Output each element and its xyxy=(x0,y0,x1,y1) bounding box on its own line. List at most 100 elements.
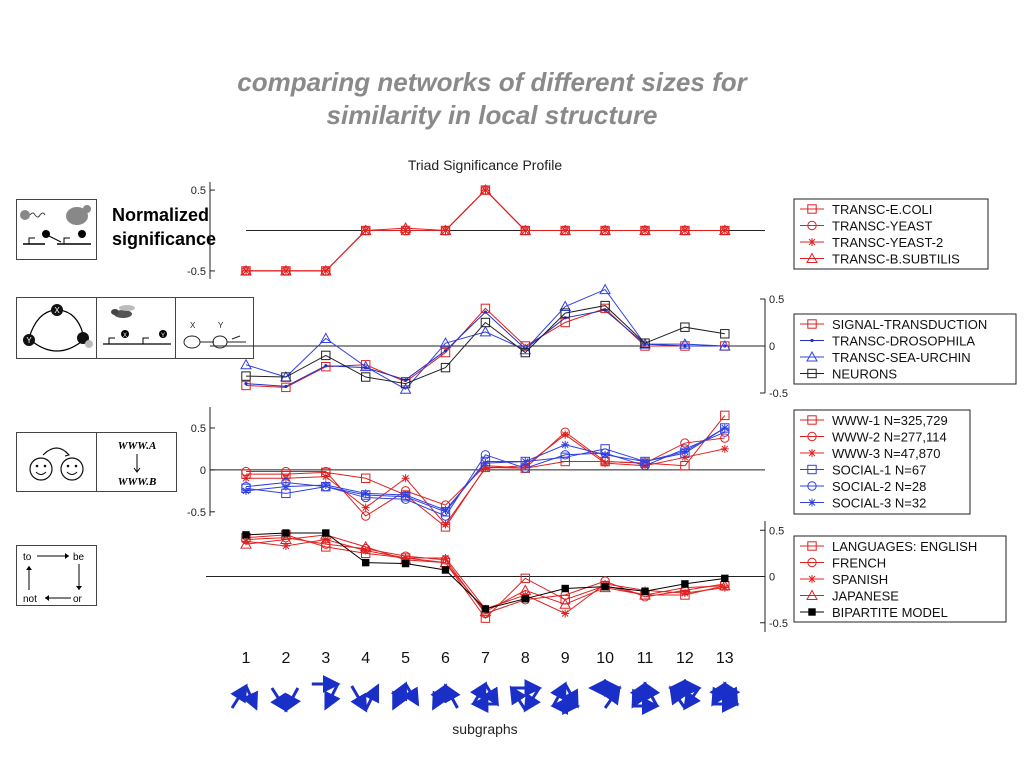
www-icon-box-1 xyxy=(16,432,97,492)
data-point xyxy=(681,580,689,588)
feedback-loop-icon: X Y xyxy=(23,304,93,352)
data-point xyxy=(641,457,649,466)
data-point xyxy=(361,372,371,382)
chart-title: Triad Significance Profile xyxy=(407,157,563,173)
legend-swatch-marker xyxy=(806,252,818,263)
data-point xyxy=(481,459,490,468)
series-line xyxy=(245,534,725,613)
x-tick-label: 11 xyxy=(637,650,654,667)
signal-icon-box-3: X Y xyxy=(175,297,254,359)
data-point xyxy=(641,587,649,595)
series-transc-sea-urchin xyxy=(240,283,731,394)
data-point xyxy=(361,473,371,483)
legend-swatch-marker xyxy=(807,541,817,551)
subgraph-5-icon xyxy=(390,681,420,711)
data-point xyxy=(321,535,330,544)
y-tick-label: 0 xyxy=(769,341,775,353)
subgraph-4-icon xyxy=(350,683,380,713)
motif-edge xyxy=(284,687,301,713)
data-point xyxy=(359,224,372,235)
series-www-3-n-47-870 xyxy=(242,430,729,529)
data-point xyxy=(680,460,690,471)
data-point xyxy=(321,361,331,372)
data-point xyxy=(240,538,252,549)
slide-title-line-2: similarity in local structure xyxy=(326,100,658,130)
x-tick-label: 4 xyxy=(361,650,370,667)
data-point xyxy=(242,486,250,495)
data-point xyxy=(282,529,290,537)
x-tick-label: 12 xyxy=(676,650,694,667)
signal-icon-box-2: X Y xyxy=(96,297,176,359)
y-tick-label: 0.5 xyxy=(769,294,784,306)
legend-entry-label: WWW-2 N=277,114 xyxy=(832,430,947,445)
data-point xyxy=(521,595,529,603)
data-point xyxy=(361,503,370,512)
legend-swatch-marker xyxy=(807,220,817,231)
y-axis-label-line-1: Normalized xyxy=(112,205,210,225)
legend-box xyxy=(793,313,1017,385)
x-tick-label: 8 xyxy=(521,650,530,667)
fly-x-label: X xyxy=(123,333,127,339)
motif-edge xyxy=(230,683,248,709)
motif-edge xyxy=(324,683,341,711)
legend-swatch-marker xyxy=(807,368,817,379)
data-point xyxy=(401,474,410,483)
legend-entry-label: NEURONS xyxy=(832,367,897,382)
data-point xyxy=(242,474,250,483)
data-point xyxy=(400,378,411,389)
data-point xyxy=(718,339,731,351)
neuron-icon: X Y xyxy=(183,321,246,349)
data-point xyxy=(519,343,532,355)
data-point xyxy=(520,347,530,358)
data-point xyxy=(639,224,651,235)
series-line xyxy=(245,307,725,388)
data-point xyxy=(680,447,689,456)
legend-entry-label: SOCIAL-2 N=28 xyxy=(832,479,926,494)
data-point xyxy=(481,605,490,613)
neuron-y-label: Y xyxy=(218,321,224,330)
x-axis-label: subgraphs xyxy=(452,721,518,737)
data-point xyxy=(521,591,530,599)
y-tick-label: -0.5 xyxy=(187,507,206,519)
legend-entry-label: TRANSC-E.COLI xyxy=(832,202,932,217)
motif-edge xyxy=(241,685,258,711)
subgraph-12-icon xyxy=(667,679,702,711)
data-point xyxy=(241,380,251,391)
data-point xyxy=(720,433,730,443)
series-social-3-n-32 xyxy=(242,423,729,515)
data-point xyxy=(399,222,412,233)
data-point xyxy=(640,338,650,348)
data-point xyxy=(479,184,492,195)
data-point xyxy=(601,450,610,459)
data-point xyxy=(401,554,410,562)
x-tick-label: 5 xyxy=(401,650,410,667)
legend-swatch-marker xyxy=(808,238,816,246)
legend-swatch-marker xyxy=(810,338,814,343)
www-link-icon: WWW.A WWW.B xyxy=(118,440,157,488)
legend-swatch-marker xyxy=(807,481,817,491)
data-point xyxy=(362,558,370,567)
fly-y-label: Y xyxy=(161,333,165,339)
data-point xyxy=(521,457,530,466)
legend-entry-label: WWW-1 N=325,729 xyxy=(832,413,948,428)
data-point xyxy=(559,598,572,609)
signal-icon-box-1: X Y xyxy=(16,297,97,359)
data-point xyxy=(601,459,610,468)
motif-edge xyxy=(550,681,567,707)
legend-entry-label: SOCIAL-3 N=32 xyxy=(832,496,926,511)
y-tick-label: 0.5 xyxy=(769,525,784,537)
data-point xyxy=(559,224,572,235)
subgraph-2-icon xyxy=(270,687,301,713)
legend-box xyxy=(793,198,989,270)
data-point xyxy=(241,371,251,381)
series-line xyxy=(245,537,725,615)
legend-2: SIGNAL-TRANSDUCTION TRANSC-DROSOPHILATRAN… xyxy=(793,313,1017,385)
data-point xyxy=(720,410,730,421)
subgraph-11-icon xyxy=(629,681,661,715)
data-point xyxy=(321,472,330,481)
series-line xyxy=(246,434,725,526)
data-point xyxy=(480,450,491,460)
motif-edge xyxy=(643,681,661,707)
word-not-label: not xyxy=(23,594,37,605)
